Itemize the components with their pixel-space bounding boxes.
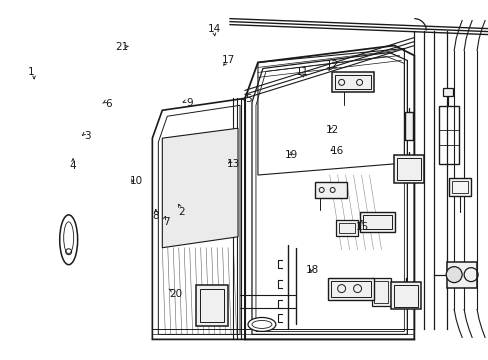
Text: 6: 6	[104, 99, 111, 109]
Text: 5: 5	[244, 94, 251, 104]
Text: 8: 8	[152, 211, 159, 221]
Text: 13: 13	[227, 159, 240, 169]
Text: 15: 15	[355, 222, 368, 231]
Text: 18: 18	[305, 265, 319, 275]
Bar	[371, 278, 390, 306]
Text: 9: 9	[186, 98, 193, 108]
Text: 12: 12	[325, 125, 338, 135]
Bar	[448, 178, 470, 196]
Bar	[200, 289, 224, 323]
Bar	[314, 182, 346, 198]
Text: 21: 21	[115, 42, 128, 51]
Bar	[442, 88, 452, 96]
Text: 16: 16	[330, 145, 343, 156]
Bar	[362, 215, 392, 229]
Text: 7: 7	[163, 217, 169, 227]
Bar	[390, 282, 421, 310]
Bar	[397, 158, 421, 180]
Polygon shape	[162, 128, 238, 248]
Bar	[334, 75, 370, 89]
Text: 2: 2	[178, 207, 184, 217]
Text: 10: 10	[129, 176, 142, 186]
Text: 14: 14	[207, 24, 221, 34]
Text: 11: 11	[295, 67, 308, 77]
Text: 17: 17	[222, 55, 235, 65]
Bar	[405, 112, 412, 140]
Bar	[438, 106, 458, 164]
Bar	[330, 280, 370, 297]
Text: 20: 20	[168, 289, 182, 299]
Text: 4: 4	[70, 161, 76, 171]
Bar	[335, 220, 357, 236]
Bar	[374, 280, 387, 302]
Bar	[327, 278, 373, 300]
Ellipse shape	[60, 215, 78, 265]
Text: 1: 1	[28, 67, 34, 77]
Bar	[359, 212, 395, 232]
Text: 19: 19	[284, 150, 297, 160]
Bar	[451, 181, 467, 193]
Bar	[338, 223, 354, 233]
Text: 3: 3	[84, 131, 91, 141]
Circle shape	[446, 267, 461, 283]
Ellipse shape	[247, 318, 275, 332]
Bar	[447, 262, 476, 288]
Text: 12: 12	[325, 59, 338, 69]
Bar	[394, 155, 424, 183]
Bar	[331, 72, 373, 92]
Bar	[394, 285, 417, 306]
Bar	[196, 285, 227, 327]
